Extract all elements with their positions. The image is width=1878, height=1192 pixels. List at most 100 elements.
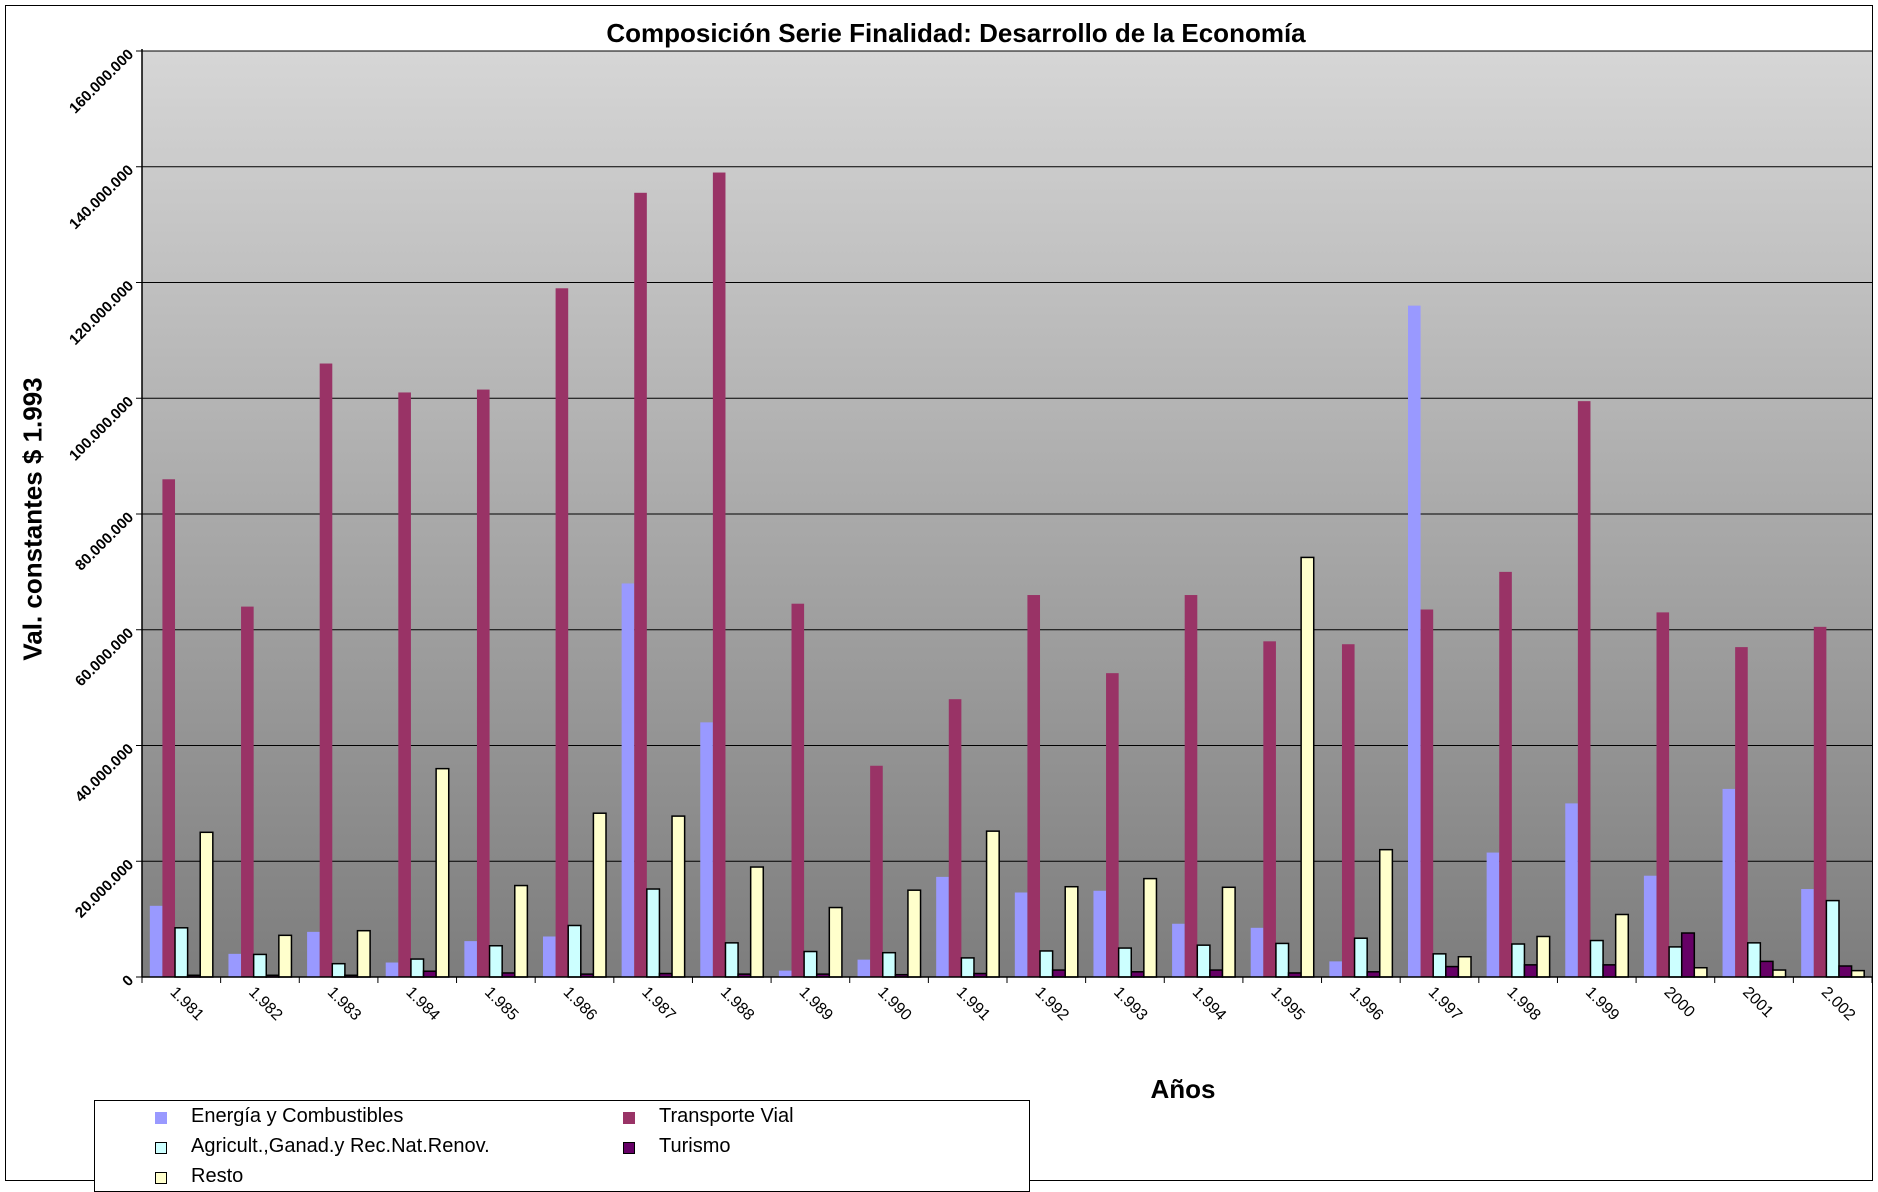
bar-transporte-vial: [1420, 609, 1434, 977]
bar-agricult-ganad-y-rec-nat-renov: [960, 957, 975, 978]
bar-energ-a-y-combustibles: [1329, 961, 1342, 977]
bar-resto: [435, 767, 450, 978]
bar-agricult-ganad-y-rec-nat-renov: [881, 951, 897, 978]
x-tick-label: 1.981: [166, 984, 206, 1024]
legend-label: Transporte Vial: [659, 1105, 794, 1127]
x-tick-label: 1.987: [638, 984, 678, 1024]
legend: Energía y Combustibles Transporte Vial Agr…: [94, 1100, 1030, 1192]
bar-resto: [1693, 966, 1708, 978]
bar-resto: [1379, 848, 1394, 978]
legend-label: Resto: [191, 1165, 244, 1187]
x-tick-label: 1.998: [1503, 984, 1543, 1024]
bar-turismo: [422, 970, 437, 978]
y-tick-label: 140.000.000: [66, 162, 137, 233]
bar-resto: [356, 929, 371, 978]
bar-resto: [1221, 886, 1236, 978]
legend-label: Energía y Combustibles: [191, 1105, 404, 1127]
bar-agricult-ganad-y-rec-nat-renov: [410, 958, 425, 978]
bar-transporte-vial: [948, 699, 962, 977]
bar-turismo: [1130, 971, 1145, 978]
legend-swatch: [623, 1112, 635, 1124]
bar-resto: [1772, 969, 1787, 978]
x-tick-label: 1.983: [324, 984, 364, 1024]
bar-transporte-vial: [319, 363, 333, 977]
x-tick-label: 1.985: [481, 984, 521, 1024]
x-tick-label: 1.993: [1110, 984, 1150, 1024]
bar-agricult-ganad-y-rec-nat-renov: [803, 950, 818, 978]
bar-agricult-ganad-y-rec-nat-renov: [1511, 943, 1526, 978]
x-tick-label: 1.994: [1189, 984, 1229, 1024]
bar-turismo: [1523, 964, 1538, 978]
bar-resto: [1143, 877, 1158, 978]
bar-agricult-ganad-y-rec-nat-renov: [1825, 899, 1840, 978]
bar-energ-a-y-combustibles: [1093, 890, 1107, 977]
y-tick-label: 20.000.000: [72, 856, 137, 921]
bar-energ-a-y-combustibles: [307, 931, 320, 977]
bar-energ-a-y-combustibles: [1408, 305, 1421, 977]
bar-agricult-ganad-y-rec-nat-renov: [331, 962, 346, 978]
bar-transporte-vial: [712, 172, 726, 978]
bar-transporte-vial: [1813, 626, 1827, 977]
bar-agricult-ganad-y-rec-nat-renov: [1039, 950, 1054, 978]
bar-transporte-vial: [476, 389, 490, 978]
bar-transporte-vial: [1184, 595, 1198, 977]
y-tick-label: 60.000.000: [72, 625, 137, 690]
bar-energ-a-y-combustibles: [1250, 927, 1264, 977]
bar-resto: [1536, 935, 1551, 978]
bar-energ-a-y-combustibles: [857, 959, 871, 977]
bar-agricult-ganad-y-rec-nat-renov: [488, 944, 503, 978]
bar-transporte-vial: [241, 606, 254, 977]
bar-agricult-ganad-y-rec-nat-renov: [1668, 946, 1683, 978]
bar-energ-a-y-combustibles: [1722, 788, 1736, 977]
bar-resto: [199, 831, 214, 978]
bar-energ-a-y-combustibles: [700, 722, 713, 977]
bar-resto: [749, 866, 765, 978]
bar-agricult-ganad-y-rec-nat-renov: [724, 942, 739, 978]
bar-turismo: [1445, 965, 1460, 978]
bar-resto: [1300, 556, 1315, 978]
bar-resto: [1457, 955, 1472, 978]
bar-transporte-vial: [1499, 571, 1512, 977]
y-tick-label: 160.000.000: [66, 46, 137, 117]
y-tick-label: 80.000.000: [72, 509, 137, 574]
legend-swatch: [623, 1142, 635, 1154]
bar-energ-a-y-combustibles: [149, 905, 163, 977]
x-tick-label: 1.991: [953, 984, 993, 1024]
bar-transporte-vial: [1106, 673, 1119, 977]
bar-resto: [828, 906, 843, 978]
bar-agricult-ganad-y-rec-nat-renov: [646, 888, 661, 978]
x-tick-label: 1.992: [1031, 984, 1071, 1024]
bar-energ-a-y-combustibles: [1486, 852, 1500, 977]
chart-frame: 0 20.000.000 40.000.000 60.000.000 80.000.00…: [5, 5, 1873, 1192]
x-tick-label: 1.999: [1582, 984, 1622, 1024]
bar-agricult-ganad-y-rec-nat-renov: [567, 924, 582, 978]
bar-resto: [907, 889, 922, 978]
bar-turismo: [1759, 960, 1774, 978]
bar-transporte-vial: [398, 392, 411, 977]
x-tick-label: 1.989: [796, 984, 836, 1024]
y-tick-label: 0: [119, 972, 137, 990]
x-tick-label: 1.982: [245, 984, 285, 1024]
bar-resto: [1064, 885, 1079, 978]
legend-swatch: [155, 1142, 167, 1154]
bar-resto: [1850, 969, 1865, 978]
bar-turismo: [1366, 971, 1381, 978]
bar-energ-a-y-combustibles: [228, 953, 242, 977]
bar-agricult-ganad-y-rec-nat-renov: [1196, 944, 1211, 978]
bar-transporte-vial: [1027, 595, 1041, 977]
bar-agricult-ganad-y-rec-nat-renov: [1746, 942, 1762, 978]
bar-resto: [514, 884, 529, 978]
bar-transporte-vial: [1263, 641, 1276, 977]
bar-resto: [592, 812, 607, 978]
legend-label: Turismo: [659, 1135, 731, 1157]
legend-swatch: [155, 1172, 167, 1184]
bar-resto: [985, 830, 1000, 978]
x-tick-label: 2000: [1661, 984, 1698, 1021]
bar-transporte-vial: [1341, 644, 1355, 977]
x-tick-label: 1.988: [717, 984, 757, 1024]
bar-transporte-vial: [634, 192, 647, 977]
bar-agricult-ganad-y-rec-nat-renov: [174, 927, 189, 978]
bar-transporte-vial: [555, 288, 569, 978]
x-tick-label: 2001: [1739, 984, 1776, 1021]
y-tick-label: 120.000.000: [66, 278, 137, 349]
